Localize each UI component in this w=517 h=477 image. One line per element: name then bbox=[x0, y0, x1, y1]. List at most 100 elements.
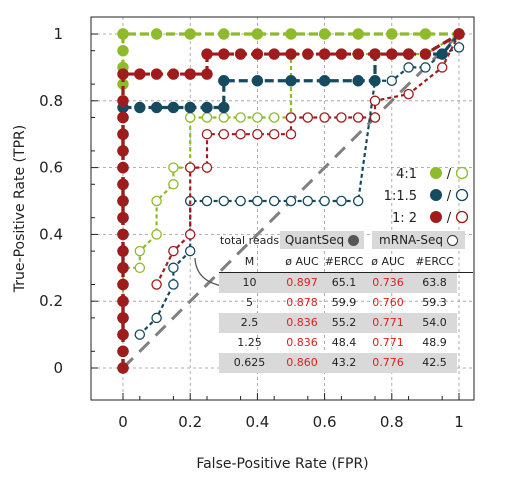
filled-circle-icon bbox=[348, 234, 360, 246]
data-point bbox=[352, 28, 364, 40]
data-point bbox=[218, 28, 230, 40]
subheader-ercc-quantseq: #ERCC bbox=[324, 254, 364, 268]
data-point bbox=[201, 162, 213, 173]
data-point bbox=[436, 62, 448, 73]
data-point bbox=[252, 112, 263, 123]
data-point bbox=[117, 28, 129, 40]
data-point bbox=[184, 112, 196, 123]
data-point bbox=[117, 95, 129, 107]
cell-mrnaseq-ercc: 54.0 bbox=[412, 313, 457, 333]
cell-mrnaseq-auc: 0.760 bbox=[372, 296, 404, 309]
data-point bbox=[235, 128, 246, 140]
data-point bbox=[403, 62, 414, 73]
legend-filled-marker bbox=[430, 167, 442, 179]
legend-label: 4:1 bbox=[396, 167, 417, 182]
data-point bbox=[184, 101, 196, 114]
data-point bbox=[117, 262, 129, 274]
cell-mrnaseq-auc: 0.776 bbox=[364, 353, 412, 373]
data-point bbox=[151, 312, 162, 324]
series-layer bbox=[117, 28, 465, 374]
x-tick-label: 0.4 bbox=[245, 413, 269, 431]
series-line bbox=[121, 32, 460, 368]
table-row: 2.5 0.836 55.2 0.771 54.0 bbox=[219, 313, 473, 333]
data-point bbox=[184, 28, 196, 40]
open-circle-icon bbox=[446, 234, 458, 246]
data-point bbox=[201, 68, 213, 80]
cell-quantseq-ercc: 59.9 bbox=[331, 296, 357, 309]
data-point bbox=[184, 245, 196, 257]
data-point bbox=[151, 195, 162, 207]
data-point bbox=[218, 75, 230, 87]
data-point bbox=[117, 345, 129, 357]
cell-quantseq-auc: 0.897 bbox=[280, 273, 324, 293]
data-point bbox=[352, 75, 364, 87]
mrnaseq-label: mRNA-Seq bbox=[379, 233, 443, 247]
data-point bbox=[201, 48, 213, 60]
data-point bbox=[251, 28, 264, 40]
table-row-label: M bbox=[244, 254, 255, 268]
data-point bbox=[420, 62, 431, 73]
x-tick-label: 1 bbox=[454, 413, 464, 431]
cell-quantseq-ercc: 65.1 bbox=[324, 273, 364, 293]
data-point bbox=[386, 28, 398, 40]
y-tick-label: 0 bbox=[53, 359, 63, 377]
data-point bbox=[117, 178, 129, 191]
data-point bbox=[285, 48, 297, 60]
y-tick-label: 0.6 bbox=[39, 159, 63, 177]
table-col-label: total reads bbox=[219, 233, 280, 247]
data-point bbox=[268, 112, 280, 123]
data-point bbox=[285, 112, 297, 123]
data-point bbox=[302, 112, 314, 123]
data-point bbox=[285, 128, 297, 140]
quantseq-group-header: QuantSeq bbox=[280, 231, 364, 249]
cell-quantseq-auc: 0.836 bbox=[280, 313, 324, 333]
subheader-auc-mrnaseq: ø AUC bbox=[371, 254, 405, 268]
data-point bbox=[117, 68, 129, 80]
subheader-auc-quantseq: ø AUC bbox=[285, 254, 319, 268]
legend-filled-marker bbox=[430, 189, 442, 201]
cell-quantseq-auc: 0.878 bbox=[286, 296, 318, 309]
data-point bbox=[117, 212, 129, 224]
cell-quantseq-ercc: 43.2 bbox=[324, 353, 364, 373]
cell-mrnaseq-ercc: 48.9 bbox=[422, 336, 447, 349]
cell-mrnaseq-auc: 0.771 bbox=[372, 336, 404, 349]
data-point bbox=[386, 75, 398, 87]
data-point bbox=[386, 48, 398, 60]
data-point bbox=[403, 88, 414, 100]
data-point bbox=[318, 28, 331, 40]
data-point bbox=[117, 362, 129, 374]
data-point bbox=[234, 48, 247, 60]
table-row: 1.25 0.836 48.4 0.771 48.9 bbox=[219, 333, 473, 353]
legend-open-marker bbox=[455, 210, 469, 224]
data-point bbox=[369, 75, 381, 87]
table-row: 10 0.897 65.1 0.736 63.8 bbox=[219, 273, 473, 293]
data-point bbox=[436, 48, 448, 60]
cell-mrnaseq-auc: 0.736 bbox=[364, 273, 412, 293]
data-point bbox=[285, 28, 297, 40]
legend-separator: / bbox=[447, 211, 452, 226]
data-point bbox=[285, 195, 297, 207]
subheader-ercc-mrnaseq: #ERCC bbox=[415, 254, 454, 268]
y-axis-label: True-Positive Rate (TPR) bbox=[12, 125, 28, 293]
data-point bbox=[117, 278, 129, 291]
legend-separator: / bbox=[447, 189, 452, 204]
data-point bbox=[117, 295, 129, 307]
data-point bbox=[336, 112, 347, 123]
x-tick-label: 0.8 bbox=[380, 413, 404, 431]
data-point bbox=[184, 229, 196, 240]
data-point bbox=[134, 245, 146, 257]
data-point bbox=[302, 48, 314, 60]
data-point bbox=[117, 195, 129, 207]
legend: 4:1 / 1:1.5 / 1: 2 / bbox=[384, 166, 469, 226]
y-tick-label: 0.2 bbox=[39, 292, 63, 310]
data-point bbox=[252, 128, 263, 140]
cell-mrnaseq-auc: 0.771 bbox=[364, 313, 412, 333]
y-tick-label: 0.8 bbox=[39, 92, 63, 110]
x-tick-label: 0 bbox=[118, 413, 128, 431]
data-point bbox=[252, 195, 263, 207]
data-point bbox=[419, 28, 432, 40]
data-point bbox=[168, 279, 179, 290]
data-point bbox=[134, 101, 146, 114]
data-point bbox=[235, 112, 246, 123]
